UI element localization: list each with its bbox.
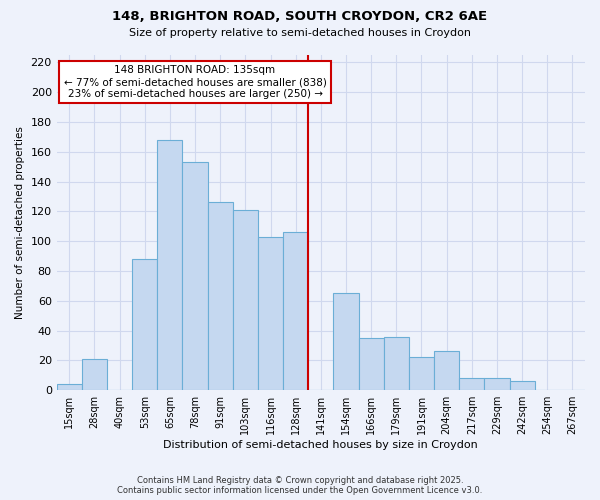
Text: Contains HM Land Registry data © Crown copyright and database right 2025.
Contai: Contains HM Land Registry data © Crown c…	[118, 476, 482, 495]
Bar	[409, 358, 434, 390]
Bar	[509, 382, 535, 390]
Bar	[258, 237, 283, 390]
Bar	[132, 259, 157, 390]
Text: Size of property relative to semi-detached houses in Croydon: Size of property relative to semi-detach…	[129, 28, 471, 38]
Bar	[208, 202, 233, 390]
Bar	[283, 232, 308, 390]
Bar	[459, 378, 484, 390]
Bar	[384, 336, 409, 390]
Bar	[233, 210, 258, 390]
Text: 148, BRIGHTON ROAD, SOUTH CROYDON, CR2 6AE: 148, BRIGHTON ROAD, SOUTH CROYDON, CR2 6…	[112, 10, 488, 23]
Bar	[484, 378, 509, 390]
Y-axis label: Number of semi-detached properties: Number of semi-detached properties	[15, 126, 25, 319]
Text: 148 BRIGHTON ROAD: 135sqm
← 77% of semi-detached houses are smaller (838)
23% of: 148 BRIGHTON ROAD: 135sqm ← 77% of semi-…	[64, 66, 326, 98]
Bar	[82, 359, 107, 390]
Bar	[182, 162, 208, 390]
Bar	[359, 338, 384, 390]
Bar	[334, 294, 359, 390]
Bar	[157, 140, 182, 390]
Bar	[434, 352, 459, 390]
Bar	[56, 384, 82, 390]
X-axis label: Distribution of semi-detached houses by size in Croydon: Distribution of semi-detached houses by …	[163, 440, 478, 450]
